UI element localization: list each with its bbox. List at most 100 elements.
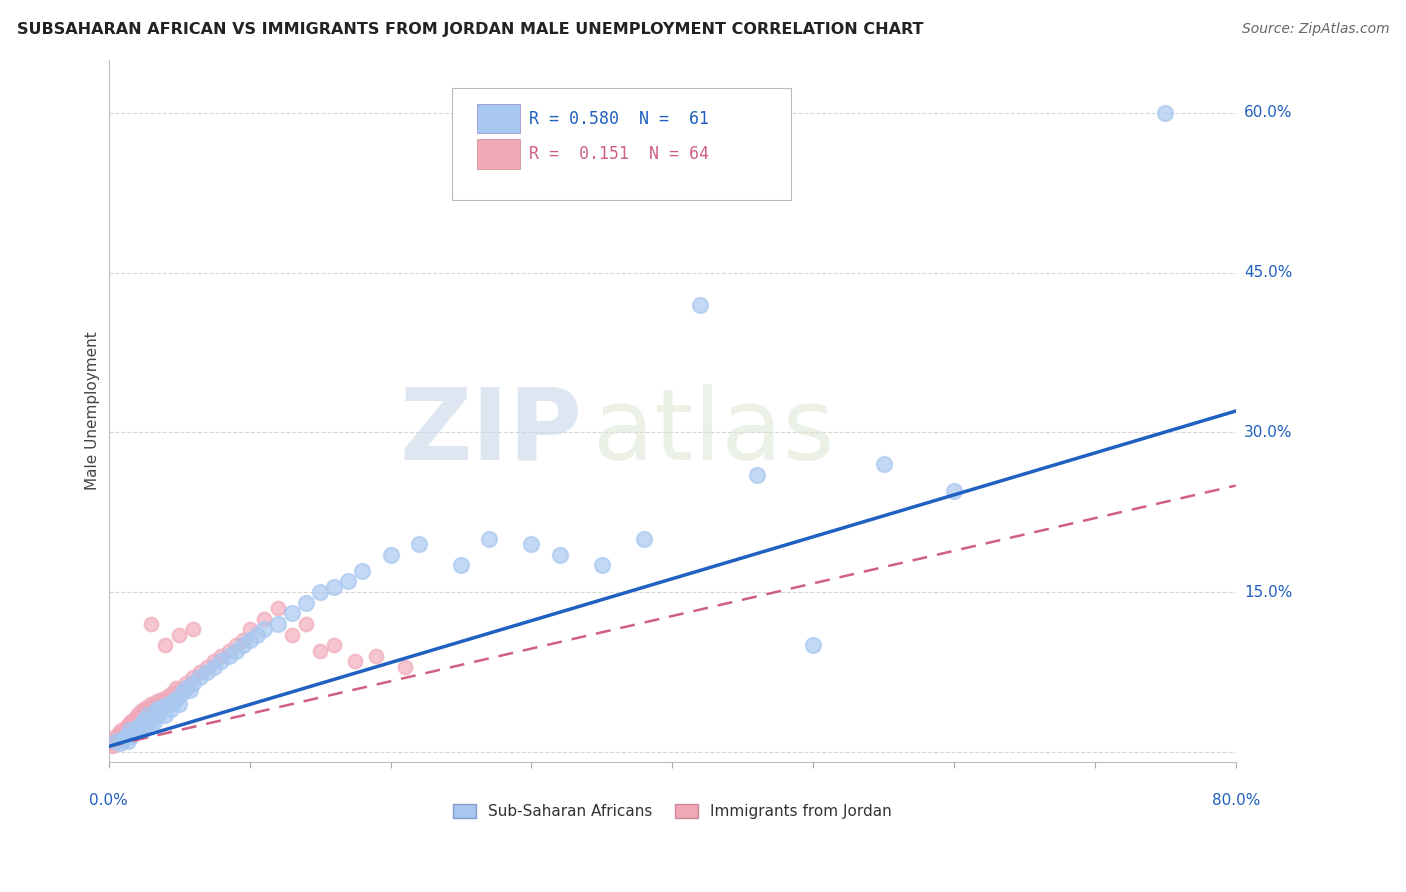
Point	[239, 632, 262, 647]
Point	[295, 617, 318, 632]
Point	[125, 707, 148, 722]
Point	[232, 632, 254, 647]
Point	[167, 627, 190, 641]
Point	[408, 537, 430, 551]
Text: 15.0%: 15.0%	[1244, 584, 1292, 599]
Text: 60.0%: 60.0%	[1244, 105, 1292, 120]
Point	[181, 675, 204, 690]
Point	[174, 681, 197, 695]
Point	[591, 558, 613, 573]
Point	[142, 714, 165, 729]
Point	[323, 580, 346, 594]
Point	[122, 718, 145, 732]
Point	[139, 697, 162, 711]
Point	[211, 654, 233, 668]
Point	[121, 713, 143, 727]
Point	[159, 702, 181, 716]
Text: R = 0.580  N =  61: R = 0.580 N = 61	[529, 110, 709, 128]
Point	[134, 718, 156, 732]
Bar	[477, 103, 520, 134]
Point	[146, 707, 169, 722]
Point	[323, 638, 346, 652]
Text: R =  0.151  N = 64: R = 0.151 N = 64	[529, 145, 709, 162]
Point	[450, 558, 472, 573]
Point	[239, 623, 262, 637]
Point	[801, 638, 824, 652]
Point	[135, 700, 157, 714]
Point	[129, 704, 152, 718]
Point	[120, 729, 142, 743]
Point	[478, 532, 501, 546]
Point	[100, 739, 122, 754]
Point	[117, 718, 139, 732]
Text: SUBSAHARAN AFRICAN VS IMMIGRANTS FROM JORDAN MALE UNEMPLOYMENT CORRELATION CHART: SUBSAHARAN AFRICAN VS IMMIGRANTS FROM JO…	[17, 22, 924, 37]
Point	[107, 731, 129, 746]
Point	[366, 648, 388, 663]
Legend: Sub-Saharan Africans, Immigrants from Jordan: Sub-Saharan Africans, Immigrants from Jo…	[447, 797, 898, 825]
Text: 0.0%: 0.0%	[90, 793, 128, 808]
Point	[115, 723, 138, 738]
Point	[114, 729, 136, 743]
Point	[108, 729, 131, 743]
Point	[160, 686, 183, 700]
Point	[153, 694, 176, 708]
Point	[174, 675, 197, 690]
Point	[118, 729, 141, 743]
Point	[943, 483, 966, 498]
Point	[104, 729, 127, 743]
Point	[633, 532, 655, 546]
Point	[167, 697, 190, 711]
Point	[253, 623, 276, 637]
Point	[204, 659, 226, 673]
Point	[114, 722, 136, 736]
Point	[118, 723, 141, 738]
Point	[122, 725, 145, 739]
Point	[112, 729, 135, 743]
Point	[195, 665, 218, 679]
Point	[111, 725, 134, 739]
Point	[1154, 106, 1177, 120]
Point	[281, 627, 304, 641]
Point	[107, 725, 129, 739]
Point	[145, 702, 167, 716]
Point	[872, 457, 894, 471]
Point	[139, 617, 162, 632]
Point	[105, 734, 128, 748]
Point	[181, 623, 204, 637]
Point	[281, 607, 304, 621]
Point	[148, 697, 170, 711]
Text: 30.0%: 30.0%	[1244, 425, 1292, 440]
Point	[134, 707, 156, 722]
Point	[548, 548, 571, 562]
Point	[128, 714, 150, 729]
Point	[225, 638, 247, 652]
Point	[117, 734, 139, 748]
Point	[156, 697, 179, 711]
Point	[344, 654, 367, 668]
Point	[520, 537, 543, 551]
Point	[145, 694, 167, 708]
FancyBboxPatch shape	[453, 87, 790, 200]
Point	[131, 711, 153, 725]
Point	[309, 585, 332, 599]
Point	[150, 700, 173, 714]
Point	[142, 700, 165, 714]
Y-axis label: Male Unemployment: Male Unemployment	[86, 332, 100, 491]
Point	[150, 691, 173, 706]
Point	[165, 681, 187, 695]
Point	[101, 736, 124, 750]
Point	[125, 722, 148, 736]
Point	[120, 722, 142, 736]
Point	[104, 734, 127, 748]
Point	[103, 734, 125, 748]
Point	[394, 659, 416, 673]
Point	[131, 723, 153, 738]
Point	[267, 601, 290, 615]
Point	[167, 683, 190, 698]
Point	[170, 686, 193, 700]
Point	[128, 718, 150, 732]
Point	[124, 711, 146, 725]
Bar	[477, 139, 520, 169]
Point	[156, 690, 179, 704]
Point	[132, 702, 155, 716]
